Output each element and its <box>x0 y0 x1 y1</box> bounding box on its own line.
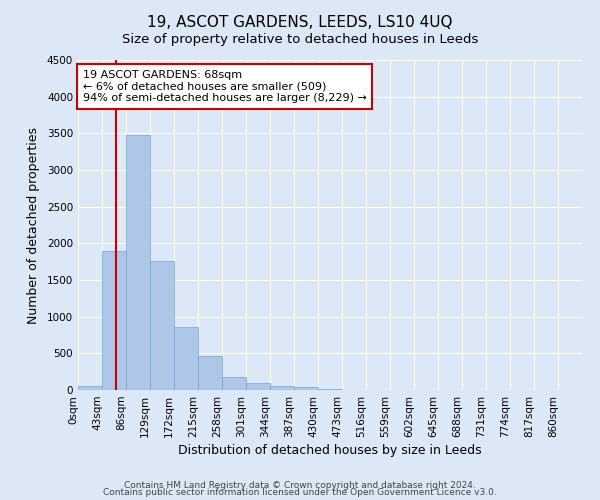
Y-axis label: Number of detached properties: Number of detached properties <box>27 126 40 324</box>
Bar <box>198 356 222 390</box>
Bar <box>246 383 270 390</box>
Bar <box>222 377 246 390</box>
Bar <box>294 388 318 390</box>
Text: Contains public sector information licensed under the Open Government Licence v3: Contains public sector information licen… <box>103 488 497 497</box>
Text: Contains HM Land Registry data © Crown copyright and database right 2024.: Contains HM Land Registry data © Crown c… <box>124 480 476 490</box>
Bar <box>126 135 150 390</box>
Text: 19, ASCOT GARDENS, LEEDS, LS10 4UQ: 19, ASCOT GARDENS, LEEDS, LS10 4UQ <box>147 15 453 30</box>
Bar <box>102 250 126 390</box>
Text: 19 ASCOT GARDENS: 68sqm
← 6% of detached houses are smaller (509)
94% of semi-de: 19 ASCOT GARDENS: 68sqm ← 6% of detached… <box>83 70 367 103</box>
Bar <box>270 386 294 390</box>
Bar <box>174 327 198 390</box>
X-axis label: Distribution of detached houses by size in Leeds: Distribution of detached houses by size … <box>178 444 482 457</box>
Text: Size of property relative to detached houses in Leeds: Size of property relative to detached ho… <box>122 32 478 46</box>
Bar <box>150 261 174 390</box>
Bar <box>318 388 342 390</box>
Bar <box>78 386 102 390</box>
